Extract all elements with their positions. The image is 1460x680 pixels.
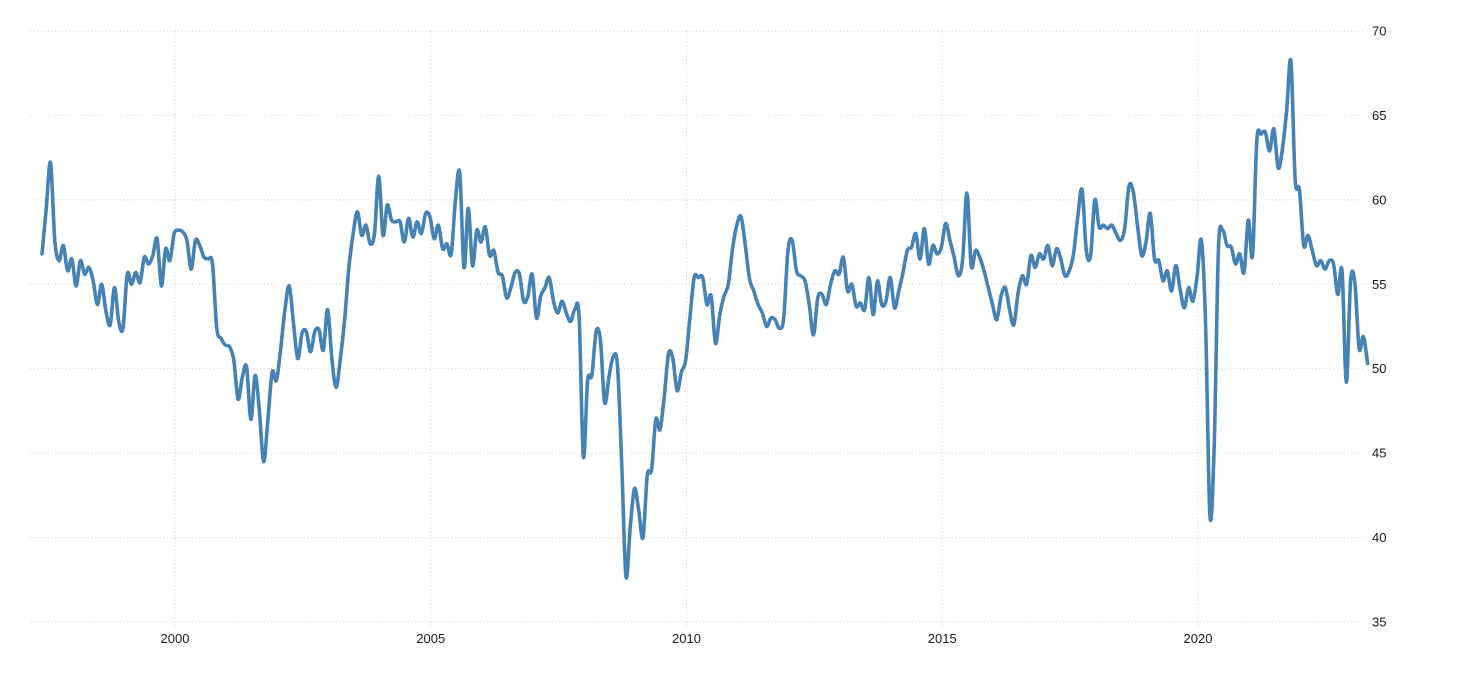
pmi-series-line [40,57,1370,580]
y-tick-label: 55 [1372,277,1386,292]
y-tick-label: 35 [1372,615,1386,630]
x-tick-label: 2010 [672,631,701,646]
y-tick-label: 70 [1372,24,1386,39]
y-tick-label: 45 [1372,446,1386,461]
x-tick-label: 2020 [1184,631,1213,646]
x-tick-label: 2015 [928,631,957,646]
y-tick-label: 65 [1372,108,1386,123]
y-tick-label: 60 [1372,192,1386,207]
y-tick-label: 40 [1372,530,1386,545]
x-tick-label: 2005 [416,631,445,646]
y-tick-label: 50 [1372,361,1386,376]
x-tick-label: 2000 [161,631,190,646]
